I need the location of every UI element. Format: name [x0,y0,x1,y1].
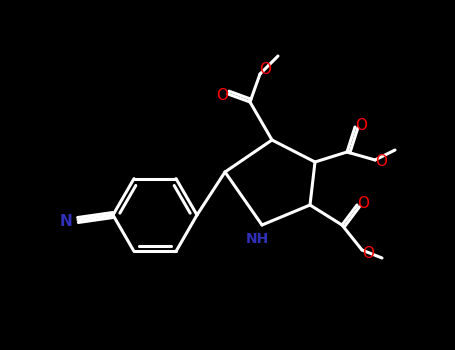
Text: O: O [259,62,271,77]
Text: N: N [60,215,72,230]
Text: O: O [375,154,387,169]
Text: O: O [355,118,367,133]
Text: O: O [357,196,369,210]
Text: O: O [216,89,228,104]
Text: O: O [362,245,374,260]
Text: NH: NH [245,232,268,246]
